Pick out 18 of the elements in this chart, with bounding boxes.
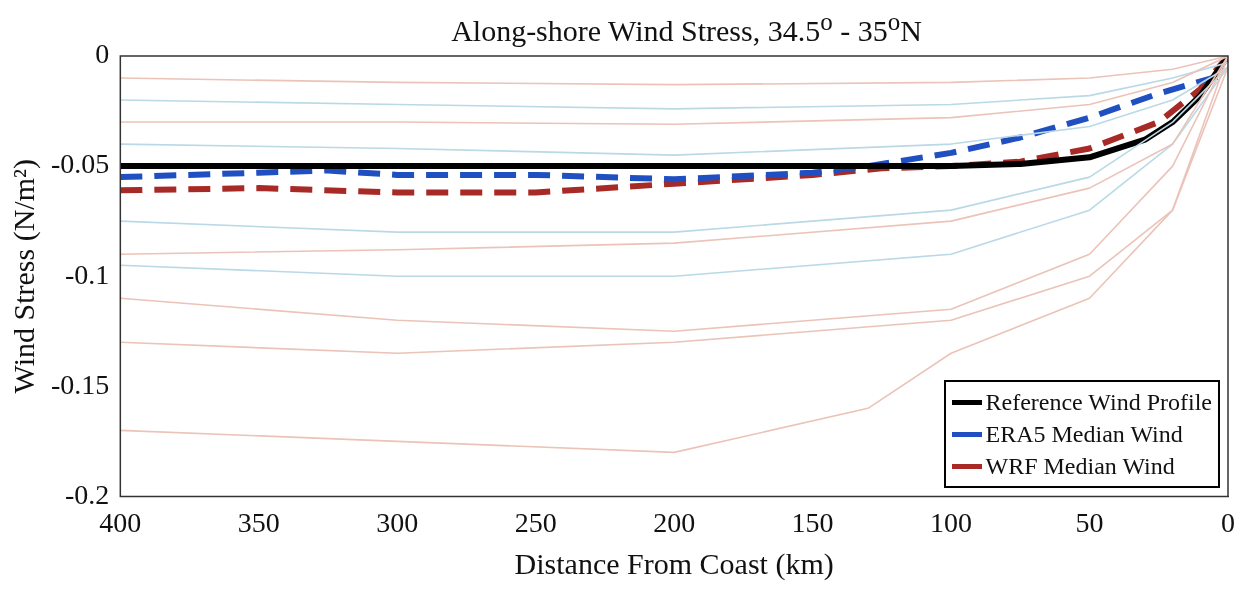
y-tick-label: 0 <box>95 38 110 70</box>
x-tick-label: 250 <box>514 506 557 538</box>
legend-label: WRF Median Wind <box>985 452 1175 480</box>
x-tick-label: 100 <box>930 506 973 538</box>
x-axis-title: Distance From Coast (km) <box>514 546 834 581</box>
chart-title: Along-shore Wind Stress, 34.5$^{o}$ - 35$^{o}$N <box>450 8 923 48</box>
x-tick-label: 300 <box>376 506 419 538</box>
x-tick-label: 200 <box>653 506 696 538</box>
y-tick-label: -0.05 <box>51 148 110 180</box>
y-tick-label: -0.15 <box>51 368 110 400</box>
y-tick-label: -0.1 <box>65 258 110 290</box>
x-tick-label: 50 <box>1075 506 1104 538</box>
x-tick-label: 150 <box>791 506 834 538</box>
y-axis-title: Wind Stress (N/m²) <box>6 158 41 394</box>
x-tick-label: 0 <box>1221 506 1235 538</box>
x-tick-label: 350 <box>237 506 280 538</box>
legend-label: Reference Wind Profile <box>985 388 1212 416</box>
legend-label: ERA5 Median Wind <box>985 420 1183 448</box>
